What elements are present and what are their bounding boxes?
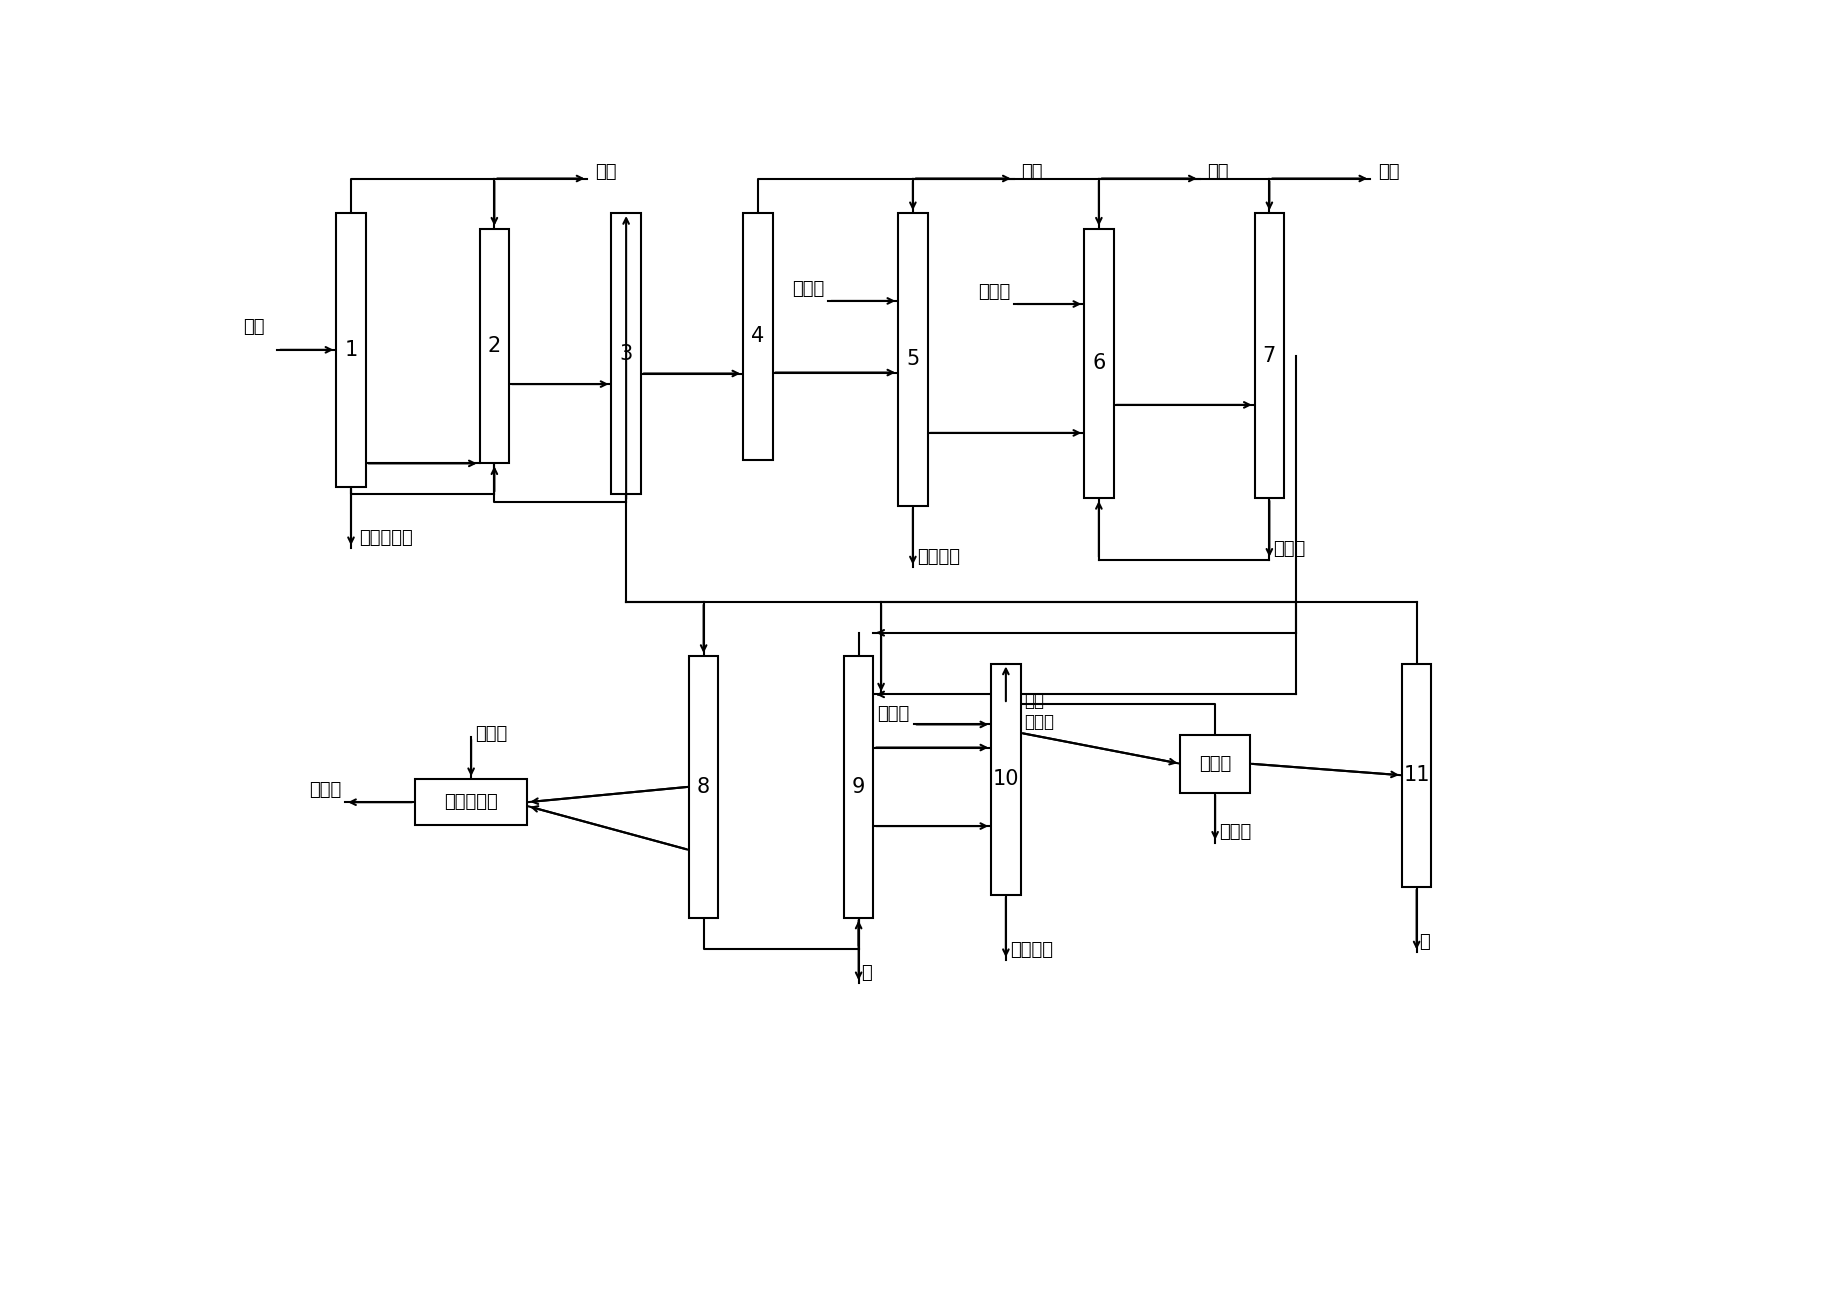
Text: 丙酮: 丙酮	[1021, 163, 1044, 181]
Text: 1: 1	[344, 339, 358, 360]
Bar	[992, 663, 1021, 895]
Bar	[1180, 734, 1250, 793]
Text: 无水乙醇: 无水乙醇	[1010, 940, 1053, 958]
Text: 恒沸剂: 恒沸剂	[877, 704, 911, 723]
Text: 原料: 原料	[244, 319, 264, 335]
Bar	[898, 214, 927, 506]
Text: 催化剂: 催化剂	[792, 280, 824, 298]
Text: 乙醛: 乙醛	[595, 163, 617, 181]
Text: 9: 9	[851, 777, 864, 796]
Text: 5: 5	[907, 350, 920, 369]
Text: 分层器: 分层器	[1199, 755, 1232, 773]
Bar	[1084, 228, 1114, 499]
Text: 7: 7	[1263, 346, 1276, 365]
Text: 丁酮: 丁酮	[1378, 163, 1400, 181]
Text: 6: 6	[1092, 354, 1106, 373]
Text: 8: 8	[696, 777, 711, 796]
Text: 富恒
沸剂相: 富恒 沸剂相	[1025, 692, 1055, 730]
Text: 2: 2	[488, 335, 501, 356]
Text: 丙酮: 丙酮	[1208, 163, 1228, 181]
Text: 水: 水	[861, 963, 872, 982]
Bar	[1254, 214, 1284, 499]
Text: 4: 4	[752, 326, 765, 346]
Bar	[1402, 663, 1431, 887]
Bar	[689, 655, 718, 918]
Text: 稀酸水溶液: 稀酸水溶液	[358, 528, 412, 546]
Bar	[416, 780, 526, 825]
Bar	[611, 214, 641, 495]
Bar	[742, 214, 772, 460]
Text: 高沸点醛: 高沸点醛	[916, 548, 960, 566]
Text: 3: 3	[619, 343, 634, 364]
Text: 富水相: 富水相	[1219, 824, 1250, 842]
Bar	[336, 214, 366, 487]
Text: 干燥蒸馏器: 干燥蒸馏器	[445, 794, 499, 811]
Text: 10: 10	[992, 769, 1020, 789]
Bar	[844, 655, 874, 918]
Text: 11: 11	[1404, 765, 1430, 785]
Text: 萃取剂: 萃取剂	[979, 282, 1010, 300]
Text: 正丙醇: 正丙醇	[308, 781, 342, 799]
Bar	[480, 228, 510, 464]
Text: 生石灰: 生石灰	[475, 725, 508, 743]
Text: 水: 水	[1418, 934, 1430, 951]
Text: 萃取剂: 萃取剂	[1273, 540, 1306, 558]
